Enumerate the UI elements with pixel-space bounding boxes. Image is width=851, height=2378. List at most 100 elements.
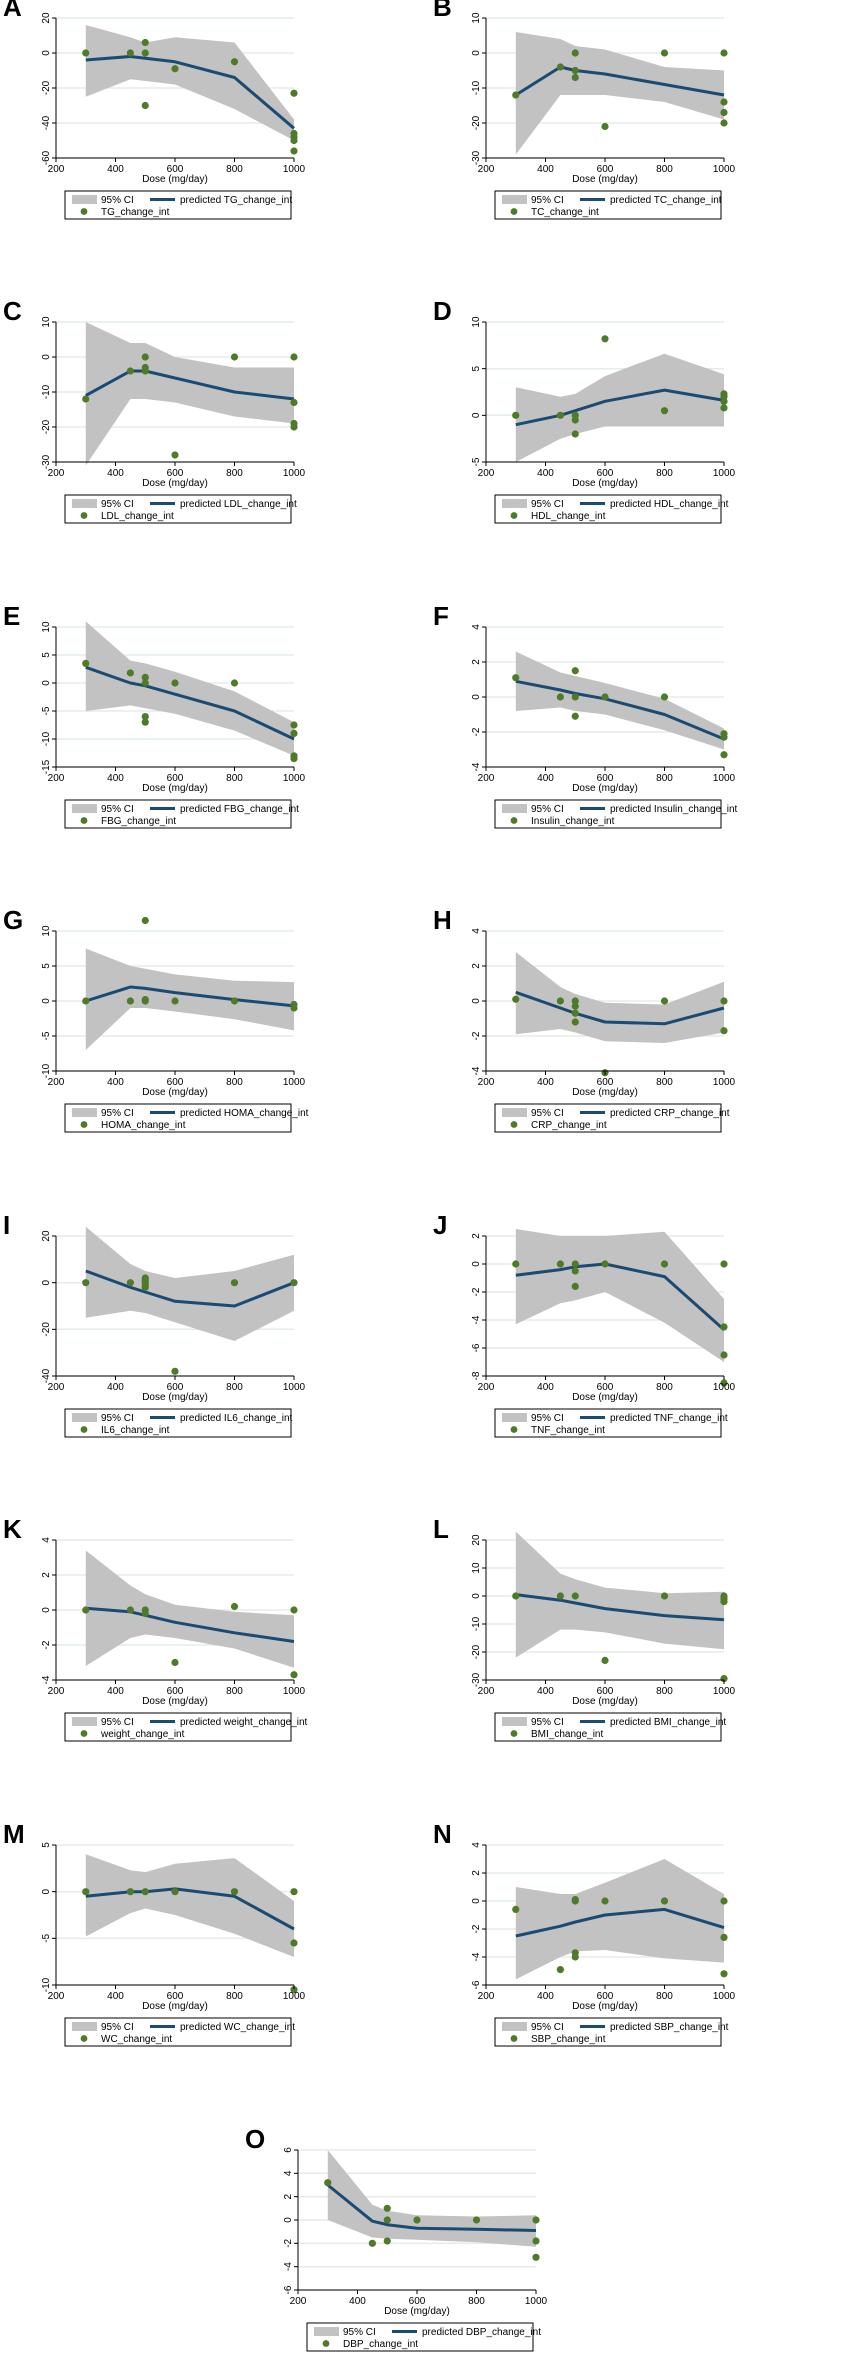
panel-i: I -40 -20 0 20 200 400 600 800 1000 Dose (mg/day) 9… <box>3 1210 306 1438</box>
observed-point <box>230 353 239 361</box>
observed-point <box>290 353 298 361</box>
observed-point <box>601 122 609 131</box>
legend-ci-label: 95% CI <box>531 804 564 815</box>
observed-point <box>141 679 149 687</box>
panel-letter: D <box>433 296 452 326</box>
observed-point <box>171 1888 179 1896</box>
legend-ci-swatch <box>72 804 97 813</box>
predicted-line <box>85 55 295 130</box>
legend-observed-label: HDL_change_int <box>531 511 606 522</box>
panel-letter: G <box>3 905 23 935</box>
y-tick-label: 10 <box>471 1562 482 1574</box>
predicted-line <box>85 369 295 401</box>
x-tick-label: 1000 <box>283 1686 306 1697</box>
y-tick-label: -6 <box>471 1343 482 1352</box>
x-tick-label: 600 <box>597 164 614 175</box>
legend-box <box>64 2017 292 2047</box>
y-tick-label: -2 <box>471 727 482 736</box>
observed-point <box>571 997 579 1005</box>
legend-ci-label: 95% CI <box>101 1717 134 1728</box>
x-tick-label: 400 <box>107 1077 124 1088</box>
legend-ci-swatch <box>502 804 527 813</box>
x-axis-label: Dose (mg/day) <box>572 1087 638 1098</box>
x-tick-label: 600 <box>597 468 614 479</box>
y-tick-label: 5 <box>41 963 52 969</box>
x-axis-label: Dose (mg/day) <box>572 478 638 489</box>
observed-point <box>571 49 579 57</box>
legend-box <box>64 1408 292 1438</box>
ci-band <box>85 1854 294 1957</box>
legend-point-swatch <box>80 1426 88 1433</box>
y-tick-label: 2 <box>471 659 482 665</box>
observed-point <box>660 49 669 57</box>
x-tick-label: 200 <box>48 1382 65 1393</box>
x-tick-label: 1000 <box>713 1686 736 1697</box>
x-tick-label: 200 <box>478 773 495 784</box>
x-tick-label: 200 <box>290 2296 307 2307</box>
observed-point <box>230 1602 239 1611</box>
legend-point-swatch <box>80 1730 88 1737</box>
observed-point <box>556 1966 564 1974</box>
panel-b: B -30 -20 -10 0 10 200 400 600 800 1000 Dose (mg/da… <box>433 0 736 220</box>
x-tick-label: 400 <box>537 1382 554 1393</box>
x-tick-label: 1000 <box>713 1077 736 1088</box>
legend-ci-label: 95% CI <box>101 195 134 206</box>
y-tick-label: 4 <box>41 1537 52 1543</box>
observed-point <box>141 367 149 375</box>
y-tick-label: 5 <box>41 652 52 658</box>
y-tick-label: -4 <box>471 1315 482 1324</box>
y-tick-label: -20 <box>471 115 482 130</box>
observed-point <box>290 1606 298 1614</box>
y-tick-label: -6 <box>471 1980 482 1989</box>
x-tick-label: 400 <box>537 1077 554 1088</box>
legend-box <box>306 2322 534 2352</box>
observed-point <box>720 1323 728 1331</box>
panel-letter: I <box>3 1210 10 1240</box>
observed-point <box>141 673 149 682</box>
panel-m: M -10 -5 0 5 200 400 600 800 1000 Dose (mg/day) 95%… <box>3 1819 306 2047</box>
observed-point <box>571 693 579 701</box>
x-tick-label: 200 <box>478 1382 495 1393</box>
observed-point <box>720 751 728 759</box>
panel-l: L -30 -20 -10 0 10 20 200 400 600 800 1000 Dose (mg/… <box>433 1514 736 1742</box>
observed-point <box>512 674 520 682</box>
observed-point <box>512 1592 520 1600</box>
x-axis-label: Dose (mg/day) <box>572 1696 638 1707</box>
observed-point <box>720 1379 728 1387</box>
ci-band <box>515 32 724 155</box>
observed-point <box>720 1598 728 1606</box>
y-tick-label: -30 <box>41 454 52 469</box>
panel-letter: J <box>433 1210 447 1240</box>
x-tick-label: 1000 <box>713 773 736 784</box>
legend-observed-label: SBP_change_int <box>531 2034 606 2045</box>
ci-band <box>85 25 294 141</box>
observed-point <box>141 101 149 110</box>
observed-point <box>512 91 520 99</box>
x-tick-label: 800 <box>226 773 243 784</box>
legend-observed-label: WC_change_int <box>101 2034 172 2045</box>
observed-point <box>660 997 669 1005</box>
legend-ci-swatch <box>502 1717 527 1726</box>
y-tick-label: 0 <box>471 1898 482 1904</box>
y-tick-label: 5 <box>41 1842 52 1848</box>
y-tick-label: 4 <box>471 928 482 934</box>
observed-point <box>126 367 134 375</box>
y-tick-label: -5 <box>41 1933 52 1942</box>
observed-point <box>571 1953 579 1961</box>
y-tick-label: 2 <box>41 1572 52 1578</box>
legend-point-swatch <box>80 512 88 519</box>
observed-point <box>556 1260 564 1268</box>
legend-box <box>64 799 292 829</box>
ci-band <box>85 1550 294 1668</box>
x-tick-label: 800 <box>656 164 673 175</box>
x-tick-label: 400 <box>537 468 554 479</box>
y-tick-label: -4 <box>41 1675 52 1684</box>
observed-point <box>720 1027 728 1035</box>
observed-point <box>171 65 179 73</box>
y-tick-label: 4 <box>283 2170 294 2176</box>
x-tick-label: 1000 <box>283 468 306 479</box>
y-tick-label: 0 <box>41 1888 52 1894</box>
observed-point <box>230 679 239 687</box>
legend-point-swatch <box>322 2340 330 2347</box>
y-tick-label: -5 <box>471 457 482 466</box>
